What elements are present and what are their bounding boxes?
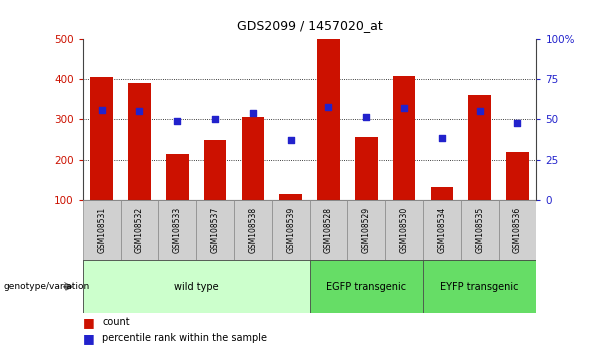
Bar bbox=[121, 200, 158, 260]
Bar bbox=[423, 260, 536, 313]
Text: count: count bbox=[102, 317, 130, 327]
Text: GSM108535: GSM108535 bbox=[475, 207, 484, 253]
Text: genotype/variation: genotype/variation bbox=[3, 282, 89, 291]
Point bbox=[437, 135, 447, 141]
Text: GSM108536: GSM108536 bbox=[513, 207, 522, 253]
Bar bbox=[128, 83, 151, 200]
Text: GSM108528: GSM108528 bbox=[324, 207, 333, 253]
Point bbox=[475, 109, 485, 114]
Bar bbox=[204, 139, 226, 200]
Bar bbox=[196, 200, 234, 260]
Bar bbox=[423, 200, 461, 260]
Bar bbox=[461, 200, 498, 260]
Text: GDS2099 / 1457020_at: GDS2099 / 1457020_at bbox=[237, 19, 383, 33]
Text: percentile rank within the sample: percentile rank within the sample bbox=[102, 333, 267, 343]
Bar bbox=[158, 200, 196, 260]
Point bbox=[286, 138, 295, 143]
Text: GSM108538: GSM108538 bbox=[248, 207, 257, 253]
Point bbox=[324, 104, 333, 110]
Bar bbox=[385, 200, 423, 260]
Bar bbox=[468, 95, 491, 200]
Bar bbox=[272, 200, 310, 260]
Text: GSM108529: GSM108529 bbox=[362, 207, 371, 253]
Bar bbox=[393, 76, 416, 200]
Point bbox=[399, 105, 409, 111]
Text: GSM108530: GSM108530 bbox=[400, 207, 409, 253]
Bar bbox=[166, 154, 189, 200]
Text: wild type: wild type bbox=[174, 282, 218, 292]
Bar bbox=[430, 187, 453, 200]
Bar bbox=[317, 39, 340, 200]
Text: ■: ■ bbox=[83, 332, 94, 344]
Bar bbox=[90, 77, 113, 200]
Bar bbox=[83, 200, 121, 260]
Bar bbox=[310, 200, 348, 260]
Bar bbox=[280, 194, 302, 200]
Text: EGFP transgenic: EGFP transgenic bbox=[326, 282, 406, 292]
Point bbox=[248, 110, 257, 115]
Point bbox=[512, 120, 522, 126]
Text: GSM108533: GSM108533 bbox=[173, 207, 182, 253]
Point bbox=[210, 116, 220, 121]
Text: ■: ■ bbox=[83, 316, 94, 329]
Text: GSM108539: GSM108539 bbox=[286, 207, 295, 253]
Text: EYFP transgenic: EYFP transgenic bbox=[440, 282, 519, 292]
Bar bbox=[83, 260, 310, 313]
Bar bbox=[506, 152, 529, 200]
Bar bbox=[234, 200, 272, 260]
Bar bbox=[348, 200, 385, 260]
Bar bbox=[355, 137, 378, 200]
Text: GSM108531: GSM108531 bbox=[97, 207, 106, 253]
Text: GSM108532: GSM108532 bbox=[135, 207, 144, 253]
Bar bbox=[310, 260, 423, 313]
Point bbox=[134, 109, 145, 114]
Bar bbox=[498, 200, 536, 260]
Text: GSM108537: GSM108537 bbox=[210, 207, 219, 253]
Point bbox=[172, 118, 182, 124]
Bar bbox=[242, 118, 264, 200]
Point bbox=[361, 114, 371, 120]
Point bbox=[97, 107, 107, 113]
Text: GSM108534: GSM108534 bbox=[437, 207, 446, 253]
